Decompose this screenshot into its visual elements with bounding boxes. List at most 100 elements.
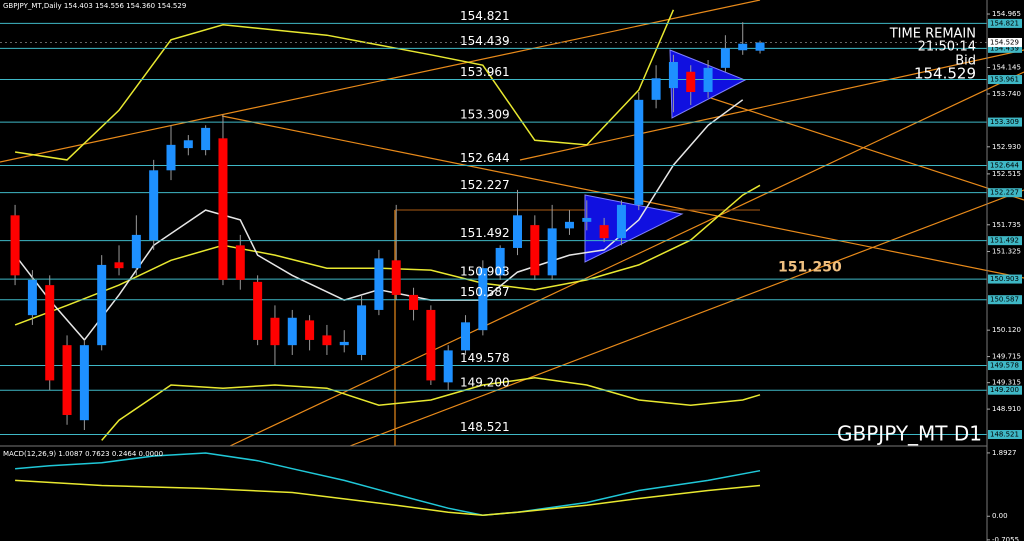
bid-box <box>988 37 1022 47</box>
trend-line <box>349 189 1024 447</box>
bid-value: 154.529 <box>914 65 976 83</box>
level-box <box>988 274 1022 284</box>
candle-body <box>270 317 280 346</box>
bid-label: Bid <box>955 54 976 69</box>
candle-body <box>443 350 453 383</box>
trend-line <box>679 87 1024 201</box>
candle-body <box>79 345 89 421</box>
trend-lines <box>0 0 1024 447</box>
level-box-label: 149.578 <box>990 362 1019 370</box>
indicator-line <box>14 184 761 326</box>
symbol-label: GBPJPY_MT D1 <box>837 422 982 446</box>
level-label: 151.492 <box>460 226 510 240</box>
level-box <box>988 75 1022 85</box>
candle-body <box>10 215 20 276</box>
y-tick-label: 151.735 <box>992 221 1021 229</box>
candle-body <box>495 247 505 276</box>
level-box <box>988 361 1022 371</box>
candle-body <box>201 127 211 151</box>
level-box <box>988 429 1022 439</box>
candle-body <box>322 335 332 346</box>
y-tick-label: 154.145 <box>992 64 1021 72</box>
level-box-label: 153.309 <box>990 118 1019 126</box>
candle-body <box>374 258 384 310</box>
indicator-line <box>14 9 675 161</box>
indicator-line <box>15 452 761 516</box>
candle-body <box>668 61 678 89</box>
candle-body <box>97 264 107 346</box>
candle-body <box>599 225 609 239</box>
candle-body <box>62 345 72 415</box>
candle-body <box>131 234 141 269</box>
level-box-label: 149.200 <box>990 386 1019 394</box>
level-label: 149.578 <box>460 351 510 365</box>
level-box <box>988 18 1022 28</box>
level-box-label: 154.821 <box>990 19 1019 27</box>
level-box <box>988 295 1022 305</box>
candle-body <box>582 217 592 222</box>
candle-body <box>738 43 748 51</box>
y-tick-label: 153.740 <box>992 90 1021 98</box>
indicator-line <box>101 377 761 441</box>
candle-body <box>409 294 419 310</box>
timer-time: 21:50:14 <box>918 40 976 55</box>
candle-body <box>218 138 228 280</box>
y-tick-label: 150.120 <box>992 326 1021 334</box>
candle-body <box>703 67 713 93</box>
level-box <box>988 160 1022 170</box>
level-label: 149.200 <box>460 376 510 390</box>
candle-body <box>391 260 401 295</box>
y-tick-label: 152.930 <box>992 143 1021 151</box>
candle-body <box>235 245 245 280</box>
candle-body <box>564 221 574 229</box>
candle-body <box>426 309 436 381</box>
trend-line <box>0 0 761 163</box>
candle-body <box>755 42 765 51</box>
candle-body <box>616 204 626 239</box>
candle-body <box>634 99 644 205</box>
candle-body <box>166 144 176 171</box>
candle-body <box>461 322 471 351</box>
level-label: 150.903 <box>460 265 510 279</box>
candle-body <box>183 140 193 149</box>
candle-body <box>287 317 297 346</box>
price-annotation: 151.250 <box>778 259 842 275</box>
bid-box-label: 154.529 <box>990 38 1019 46</box>
level-label: 148.521 <box>460 420 510 434</box>
y-tick-label: 154.965 <box>992 10 1021 18</box>
level-box <box>988 236 1022 246</box>
candle-body <box>149 170 159 241</box>
level-box-label: 152.644 <box>990 161 1019 169</box>
level-box-label: 154.439 <box>990 44 1019 52</box>
y-tick-label: 1.8927 <box>992 449 1017 457</box>
trend-line <box>221 115 1024 279</box>
candle-body <box>530 225 540 276</box>
candle-body <box>686 71 696 93</box>
level-box <box>988 385 1022 395</box>
candle-body <box>339 341 349 346</box>
indicator-line <box>15 479 761 516</box>
level-box-label: 150.587 <box>990 296 1019 304</box>
level-box-label: 148.521 <box>990 430 1019 438</box>
candle-body <box>512 215 522 248</box>
trend-line <box>229 71 1024 447</box>
level-box-label: 153.961 <box>990 76 1019 84</box>
candle-body <box>114 262 124 269</box>
level-label: 152.227 <box>460 178 510 192</box>
candle-body <box>357 305 367 355</box>
level-box-label: 150.903 <box>990 275 1019 283</box>
level-box <box>988 188 1022 198</box>
y-tick-label: 0.00 <box>992 512 1008 520</box>
indicator-line <box>14 99 744 342</box>
y-tick-label: 148.910 <box>992 405 1021 413</box>
candle-body <box>720 48 730 68</box>
y-tick-label: 152.515 <box>992 170 1021 178</box>
y-tick-label: 149.715 <box>992 353 1021 361</box>
candle-body <box>27 279 37 316</box>
level-label: 154.439 <box>460 34 510 48</box>
candle-body <box>45 285 55 381</box>
level-label: 153.309 <box>460 108 510 122</box>
candle-body <box>478 268 488 331</box>
